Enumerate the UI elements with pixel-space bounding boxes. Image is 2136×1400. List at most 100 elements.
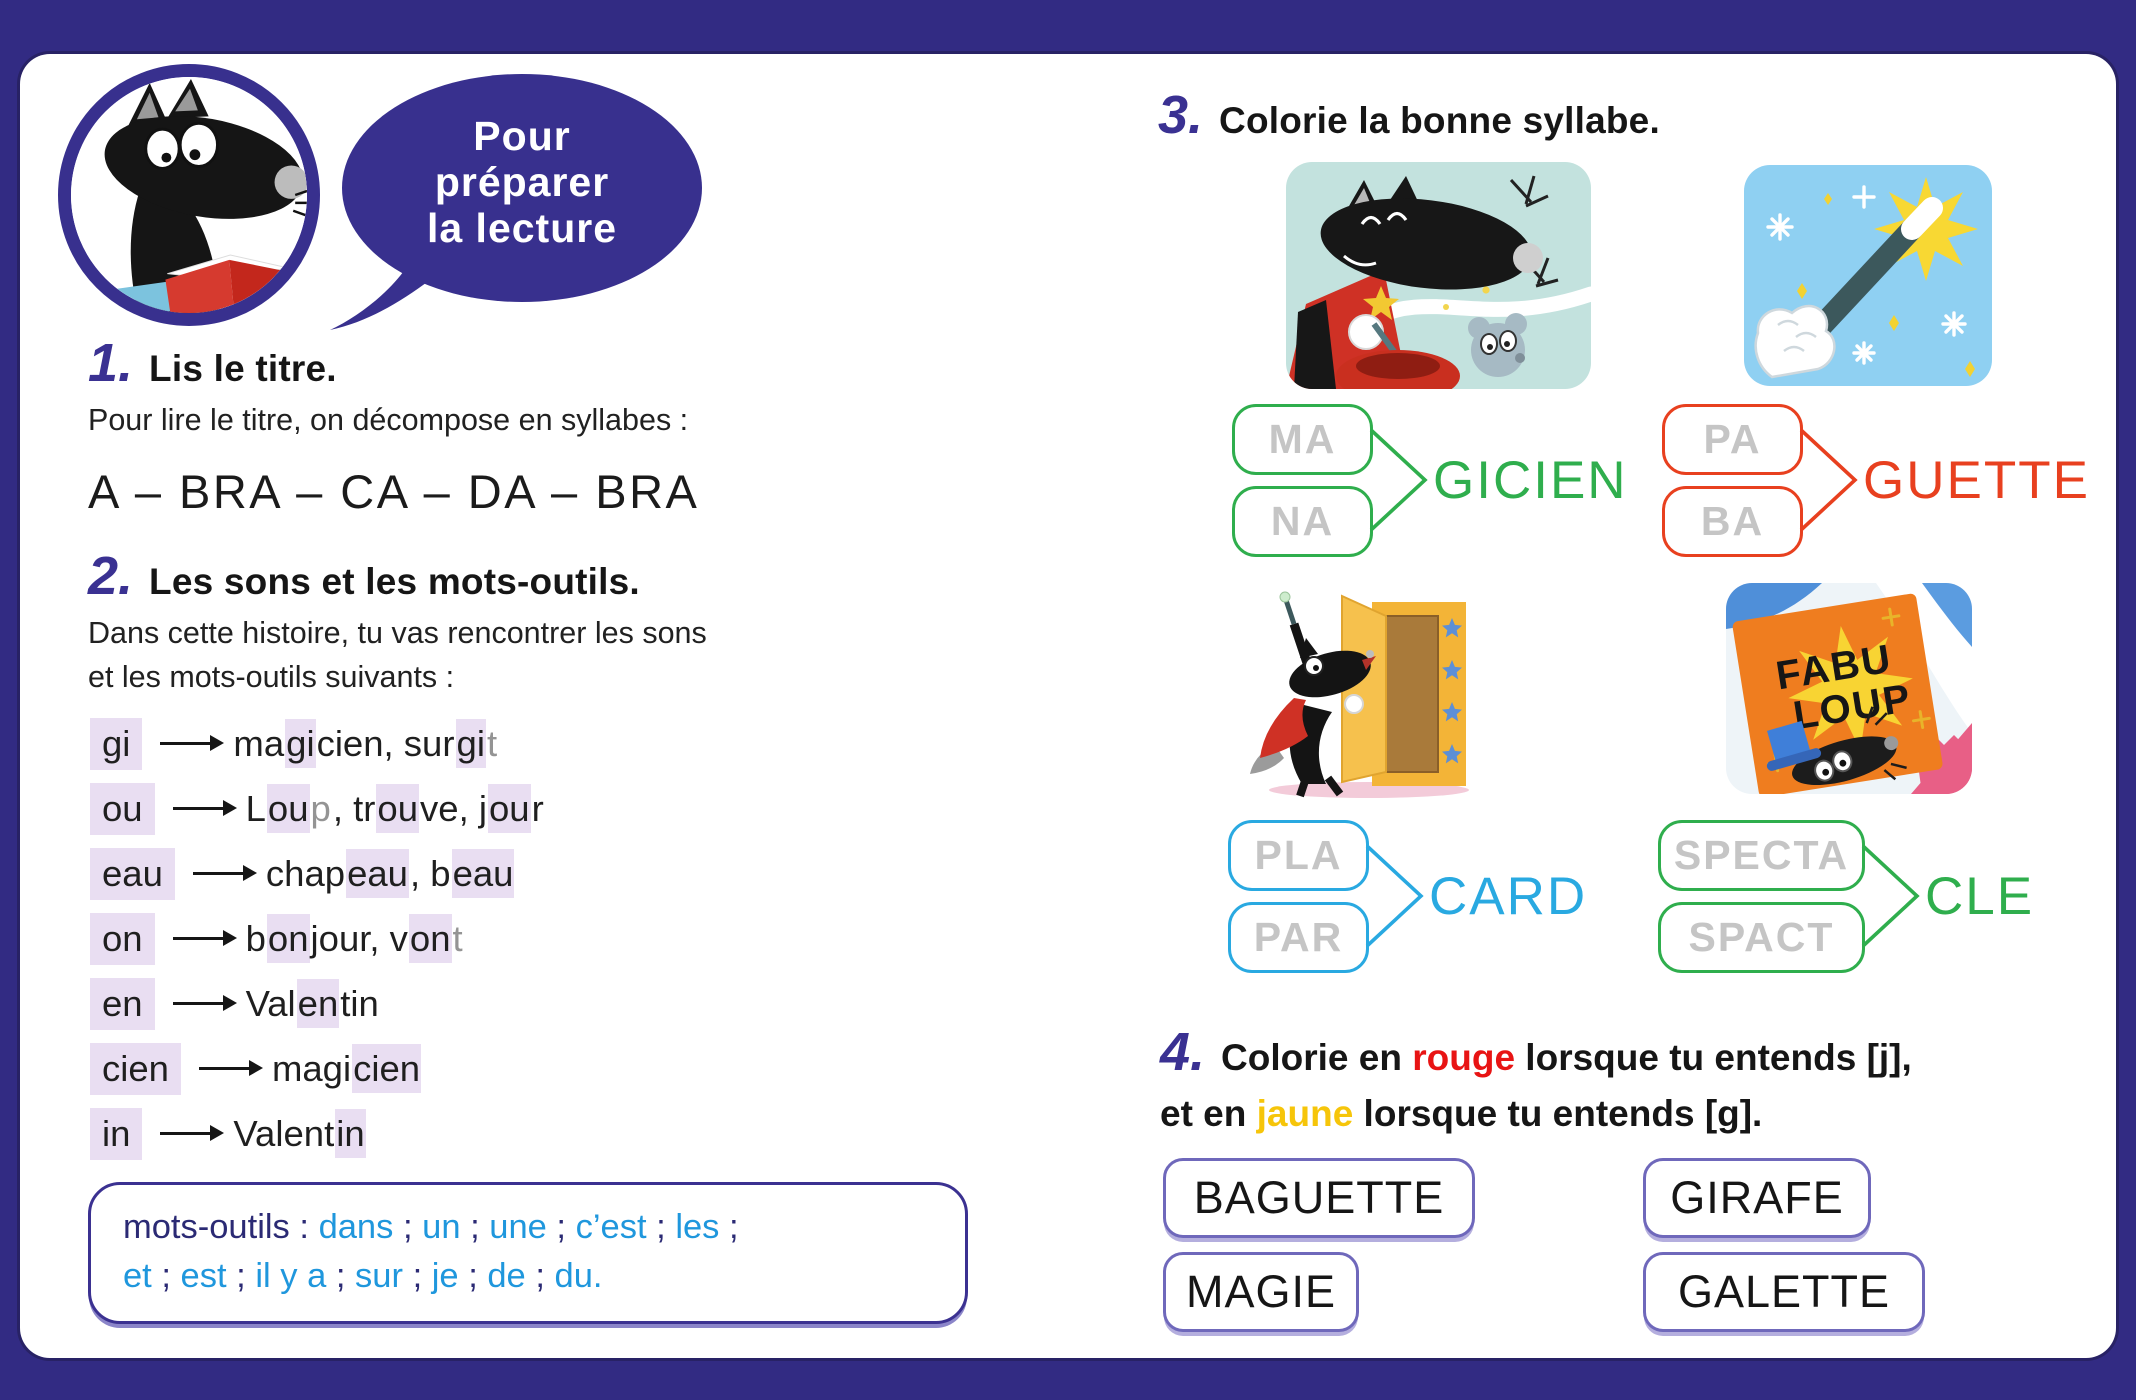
syllable-option-label: SPACT: [1688, 913, 1835, 960]
section-2-number: 2.: [88, 546, 134, 607]
word-label: BAGUETTE: [1193, 1172, 1445, 1223]
arrow-right-icon: [160, 1125, 225, 1140]
sound-key: cien: [90, 1042, 181, 1095]
chevron-icon: [1861, 844, 1920, 948]
syllable-word-rest: CLE: [1925, 866, 2035, 926]
wolf-magician-image: [1286, 162, 1591, 389]
sound-words: magicien, surgit: [232, 718, 498, 768]
syllable-option-label: PA: [1703, 415, 1762, 462]
syllable-option-label: PLA: [1254, 831, 1343, 878]
sound-key: eau: [90, 847, 175, 900]
arrow-right-icon: [172, 930, 237, 945]
syllable-option-box[interactable]: MA: [1232, 403, 1373, 475]
section-1-number: 1.: [88, 333, 134, 393]
syllable-word-rest: GUETTE: [1863, 450, 2090, 510]
s4-line2-text: et en jaune lorsque tu entends [g].: [1160, 1092, 1763, 1134]
section-2-heading: 2. Les sons et les mots-outils.: [88, 549, 1000, 603]
section-4-line-2: et en jaune lorsque tu entends [g].: [1160, 1089, 2090, 1139]
wolf-reading-icon: [71, 77, 307, 313]
sound-key: in: [90, 1107, 143, 1160]
chevron-icon: [1799, 428, 1858, 532]
word-box-baguette[interactable]: BAGUETTE: [1163, 1158, 1475, 1238]
syllable-option-box[interactable]: PAR: [1228, 901, 1369, 973]
syllable-option-box[interactable]: BA: [1662, 485, 1803, 557]
sound-row: gi magicien, surgit: [88, 717, 1000, 770]
syllable-option-box[interactable]: PA: [1662, 403, 1803, 475]
bubble-line-2: préparer: [434, 158, 610, 205]
magic-wand-image: [1744, 165, 1992, 386]
bubble-tail: [330, 268, 430, 330]
title-syllables: A – BRA – CA – DA – BRA: [88, 465, 700, 519]
section-4-number: 4.: [1160, 1022, 1206, 1082]
chevron-icon: [1365, 844, 1424, 948]
sound-words: Loup, trouve, jour: [245, 783, 545, 833]
syllable-group-guette: PA BA GUETTE: [1662, 402, 2090, 558]
word-box-magie[interactable]: MAGIE: [1163, 1252, 1359, 1332]
sound-row: en Valentin: [88, 977, 1000, 1030]
sound-words: chapeau, beau: [265, 848, 515, 898]
sound-words: Valentin: [245, 978, 380, 1028]
arrow-right-icon: [172, 800, 237, 815]
fabuloup-poster-image: FABU LOUP: [1726, 583, 1972, 794]
arrow-right-icon: [198, 1060, 263, 1075]
syllable-option-box[interactable]: NA: [1232, 485, 1373, 557]
left-column: 1. Lis le titre. Pour lire le titre, on …: [88, 336, 1000, 1324]
syllable-word-rest: CARD: [1429, 866, 1588, 926]
word-box-galette[interactable]: GALETTE: [1643, 1252, 1925, 1332]
syllable-options: SPECTA SPACT: [1658, 819, 1865, 973]
sound-words: magicien: [271, 1043, 422, 1093]
bubble-line-3: la lecture: [426, 204, 618, 251]
section-2-body-line-1: Dans cette histoire, tu vas rencontrer l…: [88, 616, 707, 651]
syllable-option-label: PAR: [1253, 913, 1344, 960]
chevron-icon: [1369, 428, 1428, 532]
syllable-option-label: SPECTA: [1673, 831, 1850, 878]
syllable-option-label: NA: [1270, 497, 1335, 544]
sound-key: on: [90, 912, 155, 965]
wolf-avatar: [58, 64, 320, 326]
syllable-group-cle: SPECTA SPACT CLE: [1658, 818, 2034, 974]
syllable-option-box[interactable]: SPACT: [1658, 901, 1865, 973]
syllable-option-label: BA: [1700, 497, 1765, 544]
sound-row: ou Loup, trouve, jour: [88, 782, 1000, 835]
syllable-group-gicien: MA NA GICIEN: [1232, 402, 1628, 558]
word-label: MAGIE: [1185, 1266, 1337, 1317]
section-3-title: Colorie la bonne syllabe.: [1219, 100, 1660, 141]
syllable-options: MA NA: [1232, 403, 1373, 557]
sound-key: en: [90, 977, 155, 1030]
speech-bubble: Pour préparer la lecture: [330, 74, 702, 330]
syllable-group-card: PLA PAR CARD: [1228, 818, 1587, 974]
syllable-options: PLA PAR: [1228, 819, 1369, 973]
sound-row: on bonjour, vont: [88, 912, 1000, 965]
section-4-heading: 4. Colorie en rouge lorsque tu entends [j…: [1160, 1016, 2090, 1139]
sound-key: gi: [90, 717, 143, 770]
arrow-right-icon: [160, 735, 225, 750]
mots-outils-text: mots-outils : dans ; un ; une ; c’est ; …: [123, 1207, 739, 1295]
sound-words: bonjour, vont: [245, 913, 464, 963]
arrow-right-icon: [192, 865, 257, 880]
syllable-option-box[interactable]: SPECTA: [1658, 819, 1865, 891]
sound-key: ou: [90, 782, 155, 835]
wolf-cupboard-image: [1244, 586, 1512, 803]
word-label: GIRAFE: [1670, 1172, 1844, 1223]
syllable-option-box[interactable]: PLA: [1228, 819, 1369, 891]
section-3-number: 3.: [1158, 85, 1204, 145]
sound-row: eau chapeau, beau: [88, 847, 1000, 900]
syllable-options: PA BA: [1662, 403, 1803, 557]
bubble-line-1: Pour: [473, 113, 571, 159]
syllable-option-label: MA: [1268, 415, 1337, 462]
section-1-body: Pour lire le titre, on décompose en syll…: [88, 403, 689, 437]
mots-outils-box: mots-outils : dans ; un ; une ; c’est ; …: [88, 1181, 968, 1324]
section-4-line-1: 4. Colorie en rouge lorsque tu entends [j…: [1160, 1016, 2090, 1089]
sound-words: Valentin: [232, 1108, 366, 1158]
sound-row: cien magicien: [88, 1042, 1000, 1095]
word-label: GALETTE: [1677, 1266, 1891, 1317]
right-column: 3. Colorie la bonne syllabe.: [1158, 88, 2098, 1358]
arrow-right-icon: [172, 995, 237, 1010]
syllable-word-rest: GICIEN: [1433, 450, 1628, 510]
section-1-title: Lis le titre.: [149, 348, 337, 389]
section-3-heading: 3. Colorie la bonne syllabe.: [1158, 88, 2098, 142]
sound-rows: gi magicien, surgit ou Loup, trouve, jour ea…: [88, 717, 1000, 1160]
word-box-girafe[interactable]: GIRAFE: [1643, 1158, 1871, 1238]
section-1-heading: 1. Lis le titre.: [88, 336, 1000, 390]
